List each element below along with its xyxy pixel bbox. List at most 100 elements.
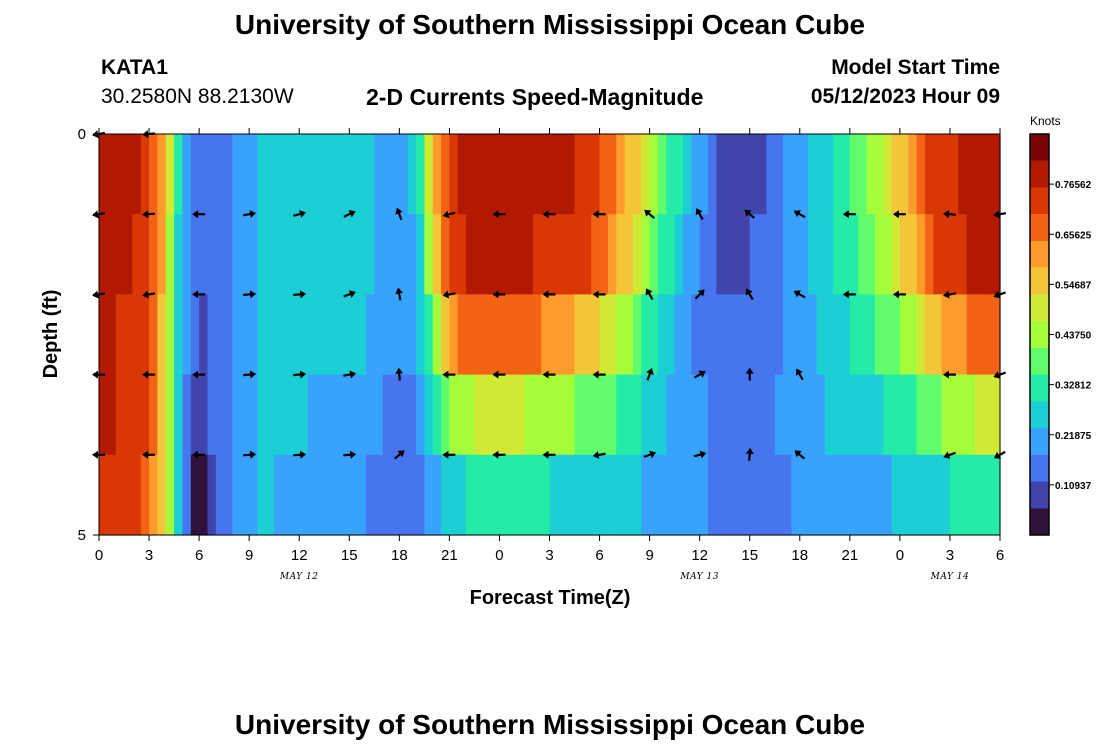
heatmap-cell [107,374,117,456]
heatmap-cell [641,294,651,376]
heatmap-cell [899,214,909,295]
heatmap-cell [290,294,300,376]
heatmap-cell [791,134,801,215]
current-arrow [993,210,1007,219]
heatmap-cell [741,454,751,536]
heatmap-cell [524,214,534,295]
heatmap-cell [491,454,501,536]
heatmap-cell [365,134,375,215]
heatmap-cell [491,294,501,376]
heatmap-cell [716,294,726,376]
heatmap-cell [916,134,926,215]
heatmap-cell [758,294,767,376]
heatmap-cell [591,374,601,456]
heatmap-cell [466,374,476,456]
heatmap-cell [649,214,659,295]
heatmap-cell [741,294,751,376]
heatmap-cell [958,294,968,376]
heatmap-cell [616,294,626,376]
heatmap-cell [390,454,400,536]
current-arrow-head [142,370,149,379]
heatmap-cell [299,134,309,215]
heatmap-cell [958,214,968,295]
current-arrow [492,370,506,379]
heatmap-cell [574,454,584,536]
heatmap-cell [599,294,609,376]
heatmap-cell [165,374,175,456]
heatmap-cell [824,134,834,215]
heatmap-cell [274,294,284,376]
heatmap-cell [541,374,551,456]
heatmap-cell [449,294,459,376]
heatmap-cell [507,374,517,456]
heatmap-cell [140,134,150,215]
heatmap-cell [324,374,334,456]
current-arrow-head [395,207,403,215]
heatmap-cell [874,454,884,536]
current-arrow [795,368,804,381]
current-arrow-head [349,450,357,459]
current-arrow-head [348,210,356,218]
heatmap-cell [724,214,734,295]
heatmap-cell [132,374,142,456]
current-arrow [542,290,556,299]
heatmap-cell [774,214,784,295]
heatmap-cell [624,294,634,376]
heatmap-cell [466,454,476,536]
current-arrow [892,290,906,299]
heatmap-cell [224,454,234,536]
heatmap-cell [124,454,133,536]
heatmap-cell [816,294,826,376]
heatmap-cell [432,374,442,456]
heatmap-cell [674,374,684,456]
heatmap-cell [941,374,951,456]
heatmap-cell [916,374,926,456]
heatmap-cell [349,134,359,215]
heatmap-cell [641,374,651,456]
heatmap-cell [357,214,367,295]
heatmap-cell [541,454,551,536]
heatmap-cells [99,134,1001,536]
heatmap-cell [157,214,167,295]
heatmap-cell [416,374,425,456]
heatmap-cell [132,454,142,536]
heatmap-cell [866,454,876,536]
heatmap-cell [883,294,893,376]
heatmap-cell [891,294,901,376]
current-arrow [442,290,456,299]
heatmap-cell [215,134,225,215]
heatmap-cell [215,214,225,295]
heatmap-cell [224,134,234,215]
heatmap-cell [249,374,259,456]
heatmap-cell [783,374,793,456]
current-arrow [293,210,306,218]
heatmap-cell [449,134,459,215]
current-arrow-head [348,290,356,298]
heatmap-cell [524,134,534,215]
current-arrow-head [249,290,257,299]
current-arrow-head [249,450,257,459]
x-tick-label: 3 [145,547,153,564]
heatmap-cell [99,134,108,215]
x-tick-label: 0 [495,547,503,564]
current-arrow-head [249,210,257,218]
heatmap-cell [749,454,759,536]
heatmap-cell [774,294,784,376]
current-arrow-head [942,370,949,379]
heatmap-cell [466,294,476,376]
heatmap-cell [657,374,667,456]
heatmap-cell [699,134,709,215]
colorbar-tick-label: 0.54687 [1055,280,1092,291]
heatmap-cell [682,294,692,376]
current-arrow [745,447,754,461]
heatmap-cell [733,294,742,376]
heatmap-cell [115,454,125,536]
heatmap-cell [549,134,559,215]
heatmap-cell [858,294,868,376]
heatmap-cell [390,134,400,215]
current-arrow-head [395,287,404,295]
heatmap-cell [966,454,976,536]
heatmap-cell [699,294,709,376]
heatmap-cell [399,374,409,456]
